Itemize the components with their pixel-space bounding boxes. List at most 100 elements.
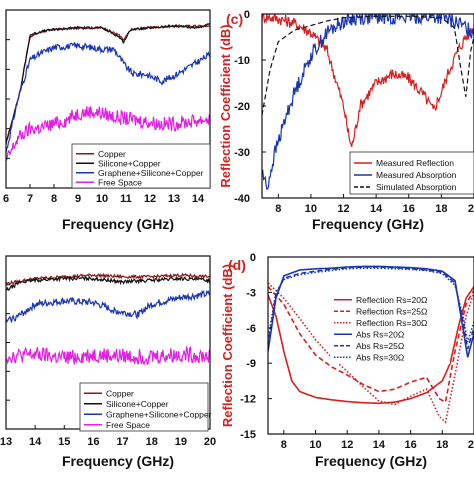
y-axis-label: Reflection Coefficient (dB) [218, 24, 233, 187]
x-tick-label: 15 [58, 436, 70, 448]
x-tick-label: 12 [337, 203, 349, 215]
y-tick-label: -3 [246, 287, 256, 299]
x-tick-label: 8 [51, 193, 57, 205]
x-tick-label: 18 [146, 436, 158, 448]
x-tick-label: 20 [468, 203, 474, 215]
x-tick-label: 14 [373, 439, 386, 451]
x-axis-label: Frequency (GHz) [62, 453, 174, 469]
series-group [6, 272, 210, 366]
x-tick-label: 14 [370, 203, 383, 215]
y-tick-label: -40 [234, 193, 250, 205]
legend-entry: Silicone+Copper [106, 399, 169, 409]
x-tick-label: 20 [468, 439, 474, 451]
legend-box [79, 382, 209, 432]
panel-c: 8 10 12 14 16 18 20 0 -10 -20 -30 -40 Frequency (GHz… [218, 9, 474, 232]
x-tick-label: 10 [305, 203, 317, 215]
x-tick-label: 10 [96, 193, 108, 205]
series-line-Reflection Rs=30Ω [268, 282, 474, 424]
x-tick-label: 16 [404, 439, 416, 451]
legend-entry: Free Space [106, 420, 150, 430]
y-tick-label: 0 [250, 252, 256, 264]
x-tick-label: 10 [309, 439, 321, 451]
series-line-Graphene+Silicone+Copper [6, 289, 210, 323]
legend-entry: Simulated Absorption [376, 182, 457, 192]
legend-entry: Reflection Rs=30Ω [356, 318, 427, 328]
legend-entry: Abs Rs=25Ω [356, 341, 404, 351]
y-axis-label: Reflection Coefficient (dB) [220, 264, 235, 427]
legend: CopperSilicone+CopperGraphene+Silicone+C… [79, 382, 212, 432]
panel-label: (c) [226, 11, 243, 27]
series-line-Abs Rs=25Ω [268, 266, 474, 350]
legend-entry: Silicone+Copper [98, 158, 161, 168]
x-axis-label: Frequency (GHz) [62, 216, 174, 232]
legend-entry: Abs Rs=30Ω [356, 352, 404, 362]
series-line-Graphene+Silicone+Copper [6, 41, 210, 153]
series-line-Reflection Rs=25Ω [268, 285, 474, 404]
x-tick-label: 16 [87, 436, 99, 448]
panel-a: 6 7 8 9 10 11 12 13 14 Frequency (GHz) CopperSilic… [3, 9, 211, 232]
legend: Measured Reflection Measured Absorption Si… [349, 151, 474, 195]
x-tick-label: 16 [403, 203, 415, 215]
panel-b: 13 14 15 16 17 18 19 20 Frequency (GHz) CopperSil… [0, 255, 216, 469]
series-line-Free Space [6, 106, 210, 161]
panel-label: (d) [228, 257, 246, 273]
x-tick-label: 11 [120, 193, 132, 205]
y-tick-label: -10 [234, 55, 250, 67]
legend-entry: Copper [98, 149, 126, 159]
legend: CopperSilicone+CopperGraphene+Silicone+C… [71, 143, 211, 189]
series-line-Silicone+Copper [6, 22, 210, 145]
series-group [268, 265, 474, 424]
plot-frame [267, 256, 474, 435]
x-tick-label: 12 [144, 193, 156, 205]
x-tick-label: 14 [192, 193, 205, 205]
x-tick-label: 9 [75, 193, 81, 205]
legend-box [330, 289, 450, 364]
x-axis-label: Frequency (GHz) [312, 216, 424, 232]
legend-entry: Graphene+Silicone+Copper [98, 168, 204, 178]
legend-entry: Graphene+Silicone+Copper [106, 409, 212, 419]
x-tick-label: 17 [116, 436, 128, 448]
series-line-Reflection Rs=20Ω [268, 286, 474, 405]
series-group [6, 22, 210, 161]
series-group [262, 14, 474, 191]
series-line-Measured Absorption [262, 14, 474, 191]
panel-d: 8 10 12 14 16 18 20 0 -3 -6 -9 -12 -15 Frequency (GHz… [220, 252, 474, 469]
legend-entry: Measured Reflection [376, 158, 454, 168]
x-tick-label: 19 [175, 436, 187, 448]
x-tick-label: 6 [3, 193, 9, 205]
y-tick-label: -30 [234, 147, 250, 159]
y-tick-label: -15 [240, 429, 256, 441]
legend-box [71, 143, 211, 189]
x-tick-label: 20 [204, 436, 216, 448]
x-tick-label: 7 [27, 193, 33, 205]
y-tick-label: -20 [234, 101, 250, 113]
legend-entry: Free Space [98, 177, 142, 187]
y-tick-label: 0 [244, 9, 250, 21]
series-line-Copper [6, 272, 210, 285]
x-tick-label: 13 [168, 193, 180, 205]
x-axis-label: Frequency (GHz) [315, 453, 427, 469]
x-tick-label: 14 [29, 436, 42, 448]
legend-entry: Reflection Rs=20Ω [356, 295, 427, 305]
y-tick-label: -9 [246, 358, 256, 370]
legend-box [349, 151, 474, 195]
legend-entry: Measured Absorption [376, 170, 457, 180]
series-line-Silicone+Copper [6, 275, 210, 291]
x-tick-label: 18 [435, 203, 447, 215]
y-tick-label: -6 [246, 323, 256, 335]
legend-entry: Abs Rs=20Ω [356, 329, 404, 339]
series-line-Abs Rs=20Ω [268, 265, 474, 358]
legend-entry: Reflection Rs=25Ω [356, 306, 427, 316]
series-line-Abs Rs=30Ω [268, 267, 474, 343]
x-tick-label: 13 [0, 436, 12, 448]
legend-entry: Copper [106, 388, 134, 398]
series-line-Simulated Absorption [262, 15, 474, 116]
x-tick-label: 18 [436, 439, 448, 451]
series-line-Measured Reflection [262, 14, 474, 148]
x-tick-label: 8 [275, 203, 281, 215]
x-tick-label: 12 [341, 439, 353, 451]
series-line-Free Space [6, 345, 210, 366]
